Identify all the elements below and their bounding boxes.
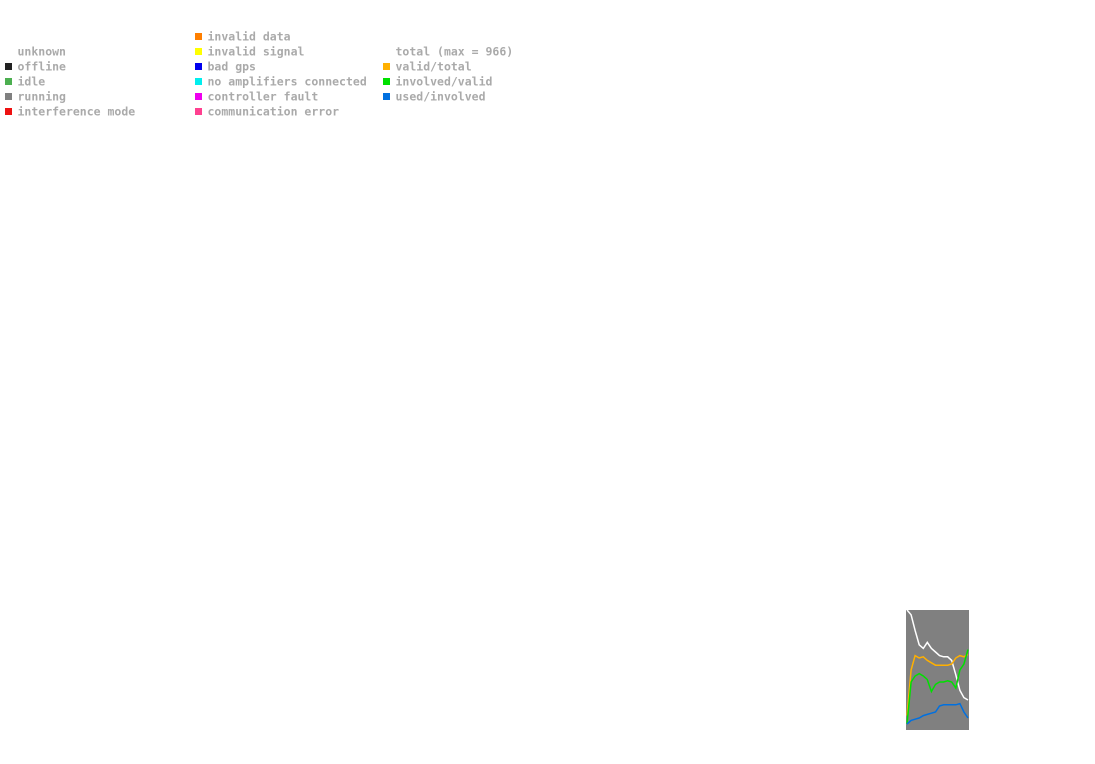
legend-swatch: [5, 78, 12, 85]
series-line: [906, 609, 969, 701]
legend-label: running: [18, 90, 67, 104]
legend-label: communication error: [208, 105, 340, 119]
legend-label: bad gps: [208, 60, 256, 74]
legend-swatch: [5, 63, 12, 70]
legend-label: idle: [18, 75, 46, 89]
legend-label: total (max = 966): [396, 45, 514, 59]
legend-swatch: [195, 108, 202, 115]
legend-swatch: [383, 93, 390, 100]
legend-label: involved/valid: [396, 75, 493, 89]
legend-label: interference mode: [18, 105, 136, 119]
series-line: [906, 702, 969, 725]
legend-swatch: [383, 63, 390, 70]
legend-label: controller fault: [208, 90, 319, 104]
legend-label: unknown: [18, 45, 67, 59]
series-line: [906, 649, 969, 725]
legend-label: valid/total: [396, 60, 472, 74]
legend-swatch: [195, 78, 202, 85]
legend-swatch: [5, 93, 12, 100]
series-line: [906, 653, 969, 716]
legend-label: invalid data: [208, 30, 291, 44]
legend-label: invalid signal: [208, 45, 305, 59]
legend-swatch: [195, 48, 202, 55]
legend-label: no amplifiers connected: [208, 75, 367, 89]
legend-swatch: [195, 33, 202, 40]
legend-label: offline: [18, 60, 67, 74]
legend-label: used/involved: [396, 90, 486, 104]
legend-swatch: [195, 63, 202, 70]
legend-swatch: [195, 93, 202, 100]
legend-swatch: [5, 108, 12, 115]
legend-swatch: [383, 78, 390, 85]
